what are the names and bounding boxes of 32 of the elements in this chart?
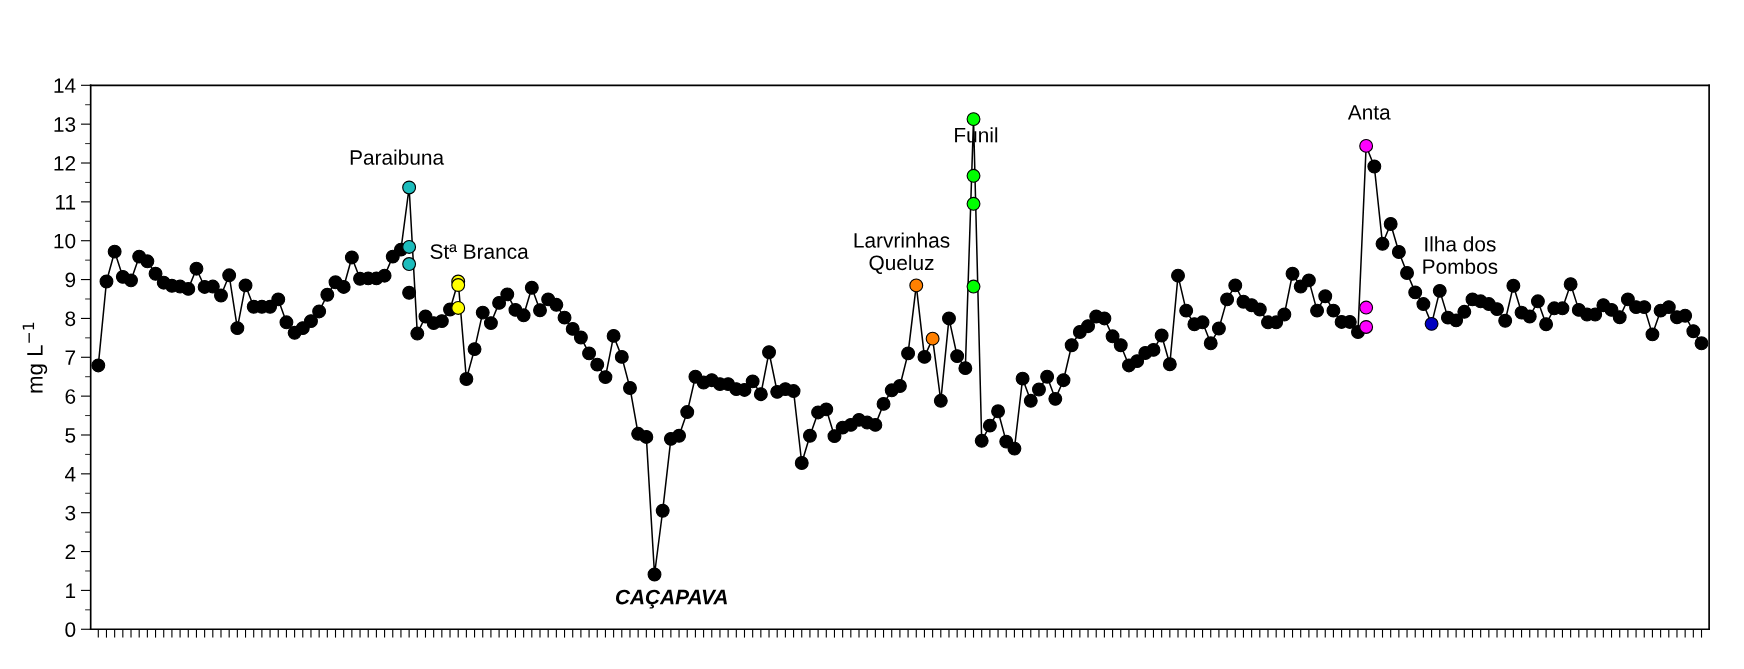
annotation: Anta: [1347, 105, 1391, 120]
point: [402, 239, 417, 254]
point: [451, 300, 466, 315]
point: [966, 279, 981, 294]
annotation: Stª Branca: [430, 244, 529, 259]
annotation: Larvrinhas Queluz: [854, 232, 950, 274]
y-tick-label: 7: [65, 350, 76, 365]
y-tick-label: 3: [65, 505, 76, 521]
y-tick-label: 9: [65, 272, 76, 288]
point: [1359, 300, 1374, 315]
y-tick-label: 10: [54, 233, 76, 249]
y-axis-title: mg L$^{−1}$: [22, 322, 48, 393]
point: [402, 257, 417, 271]
y-tick-label: 5: [65, 428, 76, 443]
y-tick-label: 14: [54, 78, 76, 93]
point: [966, 196, 981, 211]
point: [402, 285, 417, 300]
y-tick-label: 2: [65, 544, 76, 560]
y-tick-label: 0: [65, 622, 76, 638]
annotation: Paraibuna: [350, 149, 445, 165]
point: [451, 278, 466, 292]
annotation: Ilha dos Pombos: [1423, 236, 1498, 274]
y-tick-label: 4: [65, 467, 76, 482]
y-tick-label: 11: [56, 195, 76, 210]
point: [1359, 320, 1374, 334]
y-tick-label: 1: [66, 583, 76, 598]
y-tick-label: 12: [54, 156, 76, 171]
y-tick-label: 6: [65, 389, 76, 404]
annotation: CAÇAPAVA: [616, 589, 727, 609]
y-tick-label: 8: [65, 311, 76, 327]
point: [966, 168, 981, 183]
y-tick-label: 13: [54, 117, 76, 132]
